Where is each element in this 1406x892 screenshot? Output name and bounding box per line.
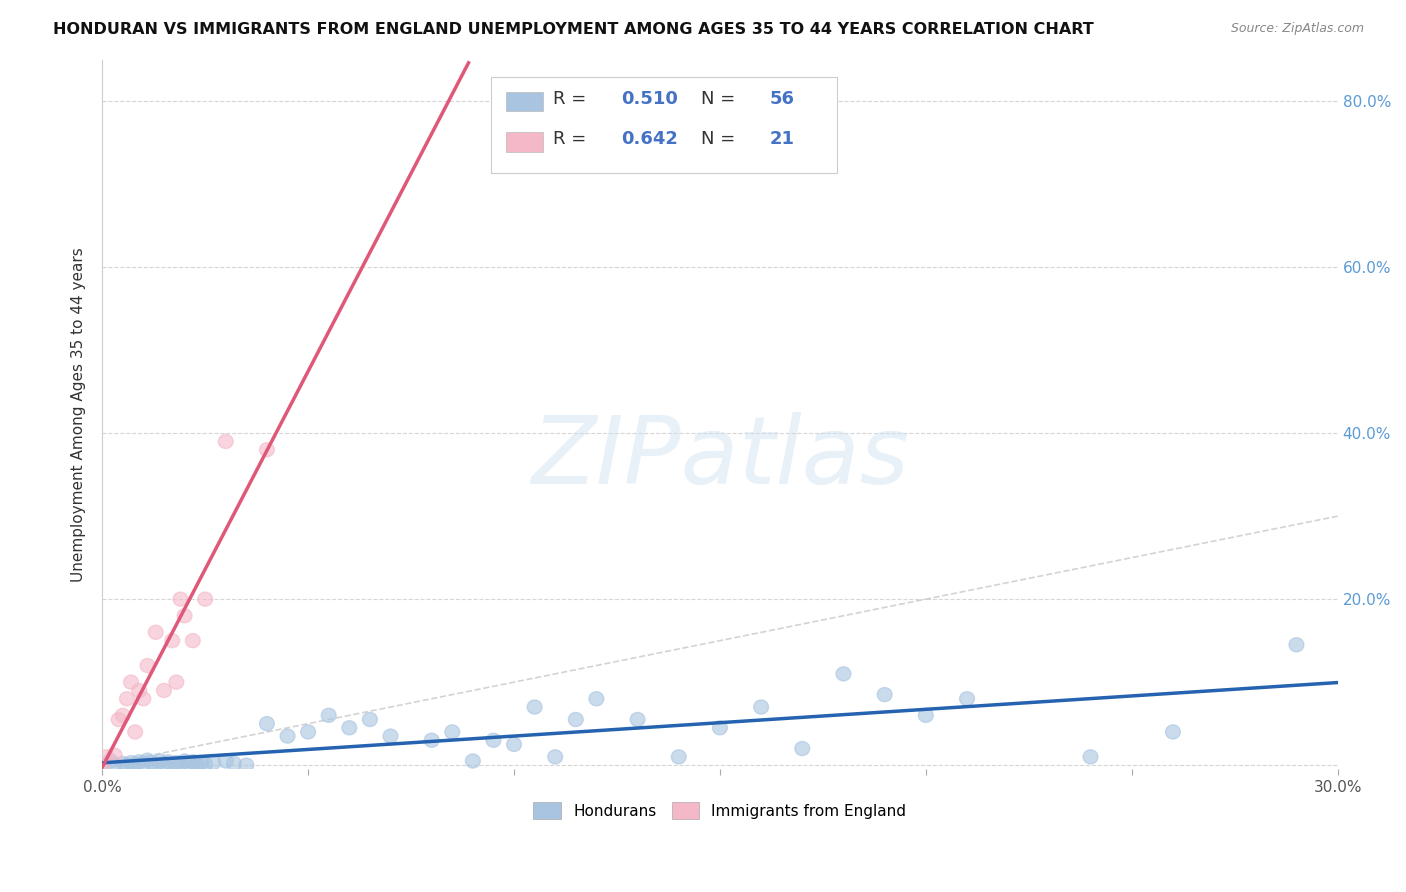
FancyBboxPatch shape [506, 132, 543, 152]
Ellipse shape [527, 700, 543, 714]
Ellipse shape [465, 754, 481, 768]
Ellipse shape [1166, 725, 1180, 739]
Ellipse shape [630, 713, 645, 727]
Legend: Hondurans, Immigrants from England: Hondurans, Immigrants from England [527, 796, 912, 825]
Text: ZIPatlas: ZIPatlas [531, 411, 908, 502]
Ellipse shape [260, 442, 274, 457]
Ellipse shape [363, 713, 377, 727]
Text: 21: 21 [769, 130, 794, 148]
Ellipse shape [239, 758, 253, 772]
Text: N =: N = [702, 89, 741, 108]
Ellipse shape [218, 434, 233, 449]
Ellipse shape [207, 756, 221, 770]
Ellipse shape [94, 758, 110, 772]
Y-axis label: Unemployment Among Ages 35 to 44 years: Unemployment Among Ages 35 to 44 years [72, 247, 86, 582]
Ellipse shape [169, 756, 184, 770]
Ellipse shape [548, 750, 562, 764]
Ellipse shape [568, 713, 583, 727]
Ellipse shape [589, 691, 603, 706]
Ellipse shape [169, 675, 184, 690]
Ellipse shape [322, 708, 336, 723]
Ellipse shape [877, 688, 891, 702]
Ellipse shape [754, 700, 769, 714]
Ellipse shape [98, 750, 114, 764]
FancyBboxPatch shape [491, 78, 838, 173]
Ellipse shape [382, 729, 398, 743]
Ellipse shape [506, 738, 522, 751]
Ellipse shape [94, 758, 110, 772]
Ellipse shape [165, 633, 180, 648]
Ellipse shape [198, 757, 212, 772]
Ellipse shape [177, 608, 193, 623]
Ellipse shape [141, 658, 155, 673]
Ellipse shape [120, 691, 135, 706]
Text: 56: 56 [769, 89, 794, 108]
Ellipse shape [115, 708, 131, 723]
Ellipse shape [107, 748, 122, 763]
Ellipse shape [132, 683, 146, 698]
Ellipse shape [136, 691, 150, 706]
Ellipse shape [149, 625, 163, 640]
Text: R =: R = [553, 89, 592, 108]
Ellipse shape [165, 758, 180, 772]
Ellipse shape [124, 756, 138, 770]
Ellipse shape [152, 754, 167, 768]
Ellipse shape [190, 758, 204, 772]
Ellipse shape [177, 754, 193, 768]
Ellipse shape [136, 756, 150, 771]
Ellipse shape [141, 753, 155, 767]
FancyBboxPatch shape [506, 92, 543, 112]
Ellipse shape [280, 729, 295, 743]
Ellipse shape [156, 683, 172, 698]
Text: 0.510: 0.510 [621, 89, 678, 108]
Ellipse shape [1289, 638, 1303, 652]
Ellipse shape [128, 725, 142, 739]
Ellipse shape [156, 756, 172, 771]
Text: HONDURAN VS IMMIGRANTS FROM ENGLAND UNEMPLOYMENT AMONG AGES 35 TO 44 YEARS CORRE: HONDURAN VS IMMIGRANTS FROM ENGLAND UNEM… [53, 22, 1094, 37]
Text: R =: R = [553, 130, 592, 148]
Ellipse shape [173, 592, 188, 607]
Ellipse shape [128, 757, 142, 772]
Ellipse shape [960, 691, 974, 706]
Ellipse shape [186, 633, 200, 648]
Ellipse shape [107, 758, 122, 772]
Ellipse shape [198, 592, 212, 607]
Text: Source: ZipAtlas.com: Source: ZipAtlas.com [1230, 22, 1364, 36]
Text: N =: N = [702, 130, 741, 148]
Ellipse shape [103, 754, 118, 768]
Ellipse shape [226, 756, 242, 771]
Ellipse shape [194, 756, 208, 770]
Ellipse shape [145, 756, 159, 770]
Ellipse shape [713, 721, 727, 735]
Ellipse shape [120, 758, 135, 772]
Ellipse shape [218, 754, 233, 768]
Ellipse shape [181, 756, 195, 771]
Text: 0.642: 0.642 [621, 130, 678, 148]
Ellipse shape [149, 757, 163, 772]
Ellipse shape [124, 675, 138, 690]
Ellipse shape [173, 757, 188, 772]
Ellipse shape [425, 733, 439, 747]
Ellipse shape [918, 708, 934, 723]
Ellipse shape [160, 755, 176, 769]
Ellipse shape [1083, 750, 1098, 764]
Ellipse shape [186, 755, 200, 769]
Ellipse shape [837, 667, 851, 681]
Ellipse shape [342, 721, 357, 735]
Ellipse shape [111, 713, 127, 727]
Ellipse shape [486, 733, 501, 747]
Ellipse shape [260, 716, 274, 731]
Ellipse shape [301, 725, 315, 739]
Ellipse shape [132, 755, 146, 769]
Ellipse shape [115, 756, 131, 771]
Ellipse shape [444, 725, 460, 739]
Ellipse shape [794, 741, 810, 756]
Ellipse shape [671, 750, 686, 764]
